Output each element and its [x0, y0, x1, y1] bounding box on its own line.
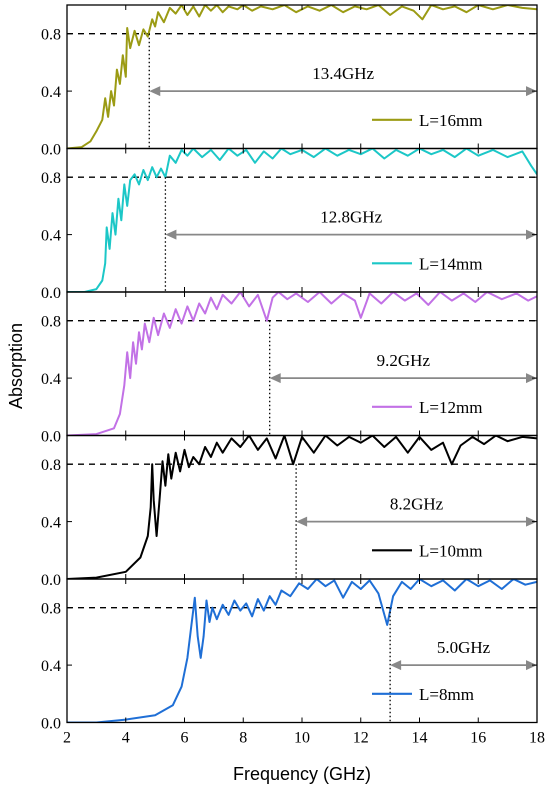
bandwidth-arrow-head-right — [526, 373, 537, 384]
x-tick-label: 6 — [181, 730, 189, 747]
y-tick-label: 0.4 — [41, 658, 61, 675]
bandwidth-label: 12.8GHz — [320, 208, 382, 227]
series-line — [67, 435, 537, 579]
y-tick-label: 0.8 — [41, 457, 61, 474]
x-tick-label: 16 — [470, 730, 486, 747]
x-tick-label: 2 — [63, 730, 71, 747]
x-tick-label: 18 — [529, 730, 545, 747]
legend-label: L=12mm — [419, 398, 482, 417]
panel-2: 12.8GHz L=14mm 0.0 0.4 0.8 — [41, 147, 538, 302]
bandwidth-arrow-head-left — [390, 660, 402, 671]
legend-label: L=16mm — [419, 111, 482, 130]
series-line — [67, 148, 537, 292]
bandwidth-label: 5.0GHz — [437, 638, 491, 657]
x-tick-label: 14 — [412, 730, 428, 747]
bandwidth-arrow-head-right — [526, 516, 537, 527]
y-tick-label: 0.8 — [41, 170, 61, 187]
y-tick-label: 0.4 — [41, 515, 61, 532]
bandwidth-arrow-head-left — [149, 86, 161, 97]
bandwidth-arrow-head-left — [269, 373, 281, 384]
y-tick-label: 0.4 — [41, 228, 61, 245]
y-tick-label: 0.4 — [41, 371, 61, 388]
series-line — [67, 579, 537, 723]
y-tick-label: 0.0 — [41, 142, 61, 159]
bandwidth-label: 13.4GHz — [312, 64, 374, 83]
y-tick-label: 0.4 — [41, 84, 61, 101]
x-axis-label: Frequency (GHz) — [233, 764, 371, 784]
bandwidth-label: 9.2GHz — [377, 351, 431, 370]
bandwidth-arrow-head-right — [526, 229, 537, 240]
panel-frame — [66, 578, 538, 724]
y-tick-label: 0.0 — [41, 716, 61, 733]
series-line — [67, 292, 537, 436]
y-tick-label: 0.8 — [41, 314, 61, 331]
x-tick-label: 12 — [353, 730, 369, 747]
y-axis-label: Absorption — [6, 323, 26, 409]
x-tick-label: 4 — [122, 730, 130, 747]
panel-1: 13.4GHz L=16mm 0.0 0.4 0.8 — [41, 4, 538, 159]
y-tick-label: 0.8 — [41, 601, 61, 618]
y-tick-label: 0.8 — [41, 27, 61, 44]
y-tick-label: 0.0 — [41, 285, 61, 302]
bandwidth-arrow-head-left — [296, 516, 308, 527]
series-line — [67, 5, 537, 149]
x-tick-label: 10 — [294, 730, 310, 747]
bandwidth-label: 8.2GHz — [390, 495, 444, 514]
x-tick-label: 8 — [239, 730, 247, 747]
panel-5: 5.0GHz L=8mm 0.0 0.4 0.8 — [41, 578, 538, 733]
chart-panels: 13.4GHz L=16mm 0.0 0.4 0.8 12.8GHz L=14mm 0.0 0.… — [41, 4, 545, 747]
y-tick-label: 0.0 — [41, 429, 61, 446]
legend-label: L=8mm — [419, 685, 474, 704]
panel-4: 8.2GHz L=10mm 0.0 0.4 0.8 — [41, 434, 538, 589]
bandwidth-arrow-head-right — [526, 660, 537, 671]
panel-3: 9.2GHz L=12mm 0.0 0.4 0.8 — [41, 291, 538, 446]
legend-label: L=10mm — [419, 541, 482, 560]
y-tick-label: 0.0 — [41, 572, 61, 589]
bandwidth-arrow-head-right — [526, 86, 537, 97]
legend-label: L=14mm — [419, 254, 482, 273]
bandwidth-arrow-head-left — [165, 229, 177, 240]
